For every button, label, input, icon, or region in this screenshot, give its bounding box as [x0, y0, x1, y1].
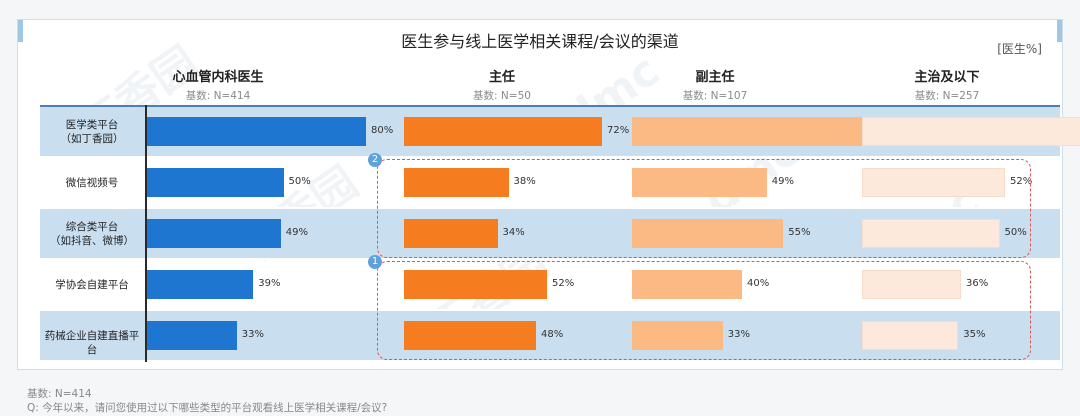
bar-3-3	[862, 270, 961, 299]
data-label: 38%	[513, 175, 536, 187]
group-header: 主治及以下基数: N=257	[857, 66, 1037, 103]
bar-2-4	[632, 321, 723, 350]
highlight-box	[377, 159, 1031, 258]
card-accent-left	[18, 20, 23, 42]
data-label: 72%	[607, 124, 630, 136]
bar-0-2	[146, 219, 281, 248]
bar-3-1	[862, 168, 1005, 197]
data-label: 52%	[552, 277, 575, 289]
bar-1-0	[404, 117, 602, 146]
data-label: 55%	[788, 226, 811, 238]
data-label: 33%	[241, 328, 264, 340]
bar-2-0	[632, 117, 869, 146]
bar-3-4	[862, 321, 959, 350]
category-label-line: （如抖音、微博）	[50, 234, 134, 247]
highlight-box	[377, 261, 1031, 360]
data-label: 49%	[771, 175, 794, 187]
row-divider	[40, 309, 1060, 311]
header-rule	[40, 105, 1060, 107]
category-label-line: （如丁香园）	[60, 132, 124, 145]
group-name: 副主任	[695, 70, 735, 85]
category-label: 微信视频号	[40, 176, 144, 190]
category-label: 学协会自建平台	[40, 278, 144, 292]
footer-question: Q: 今年以来，请问您使用过以下哪些类型的平台观看线上医学相关课程/会议?	[27, 402, 388, 414]
footer-base: 基数: N=414	[27, 388, 92, 400]
data-label: 52%	[1010, 175, 1033, 187]
card-accent-right	[1057, 20, 1062, 42]
data-label: 36%	[966, 277, 989, 289]
group-base: 基数: N=107	[682, 90, 748, 102]
group-name: 心血管内科医生	[172, 70, 264, 85]
bar-0-4	[146, 321, 237, 350]
bar-0-1	[146, 168, 284, 197]
bar-1-3	[404, 270, 547, 299]
data-label: 50%	[1004, 226, 1027, 238]
bar-0-3	[146, 270, 254, 299]
highlight-badge: 2	[368, 153, 382, 167]
category-label: 医学类平台 （如丁香园）	[40, 118, 144, 146]
data-label: 48%	[541, 328, 564, 340]
category-label-line: 微信视频号	[65, 176, 119, 189]
bar-0-0	[146, 117, 366, 146]
group-header: 心血管内科医生 基数: N=414	[128, 66, 308, 103]
chart-title: 医生参与线上医学相关课程/会议的渠道	[401, 32, 679, 51]
bar-3-2	[862, 219, 1000, 248]
data-label: 80%	[371, 124, 394, 136]
group-base: 基数: N=257	[914, 90, 980, 102]
bar-2-1	[632, 168, 767, 197]
axis-line	[145, 105, 147, 362]
category-label-line: 医学类平台	[65, 118, 119, 131]
group-base: 基数: N=414	[185, 90, 251, 102]
group-base: 基数: N=50	[473, 90, 531, 102]
data-label: 33%	[727, 328, 750, 340]
row-divider	[40, 258, 1060, 260]
data-label: 34%	[502, 226, 525, 238]
category-label-line: 综合类平台	[65, 220, 119, 233]
bar-1-1	[404, 168, 509, 197]
unit-label: [医生%]	[997, 42, 1042, 56]
highlight-badge: 1	[368, 255, 382, 269]
category-label-line: 学协会自建平台	[55, 278, 129, 291]
bar-3-0	[862, 117, 1080, 146]
data-label: 39%	[258, 277, 281, 289]
group-name: 主任	[488, 70, 515, 85]
category-label-line: 药械企业自建直播平台	[44, 329, 140, 356]
group-header: 主任基数: N=50	[412, 66, 592, 103]
data-label: 40%	[747, 277, 770, 289]
category-label: 综合类平台 （如抖音、微博）	[40, 220, 144, 248]
bar-2-3	[632, 270, 742, 299]
data-label: 49%	[285, 226, 308, 238]
group-header: 副主任基数: N=107	[625, 66, 805, 103]
bar-1-2	[404, 219, 498, 248]
group-name: 主治及以下	[914, 70, 980, 85]
row-divider	[40, 207, 1060, 209]
data-label: 50%	[288, 175, 311, 187]
data-label: 35%	[963, 328, 986, 340]
category-label: 药械企业自建直播平台	[40, 329, 144, 357]
bar-1-4	[404, 321, 536, 350]
bar-2-2	[632, 219, 784, 248]
row-divider	[40, 156, 1060, 158]
